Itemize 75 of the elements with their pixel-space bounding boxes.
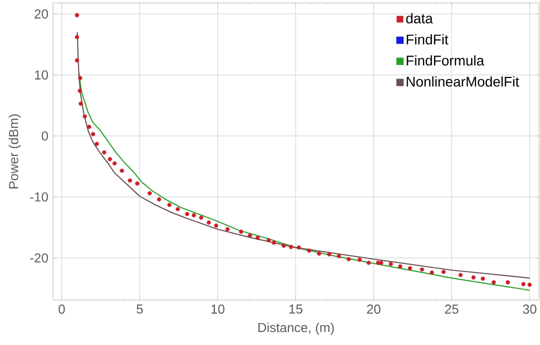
point	[148, 191, 152, 196]
point	[336, 254, 341, 258]
point	[206, 220, 211, 225]
point	[430, 270, 434, 275]
point	[214, 224, 218, 228]
point	[492, 280, 496, 284]
point	[176, 207, 180, 212]
point	[90, 132, 96, 136]
x-tick-label: 10	[211, 304, 224, 314]
x-tick-label: 30	[522, 304, 536, 314]
point	[192, 213, 196, 218]
y-tick-label: -20	[30, 253, 48, 263]
point	[185, 212, 190, 216]
point	[296, 245, 301, 250]
y-axis-title: Power (dBm)	[8, 114, 21, 188]
point	[82, 114, 87, 119]
point	[78, 102, 83, 106]
point	[480, 276, 485, 281]
point	[108, 157, 112, 162]
point	[78, 88, 82, 93]
point	[358, 258, 362, 262]
y-tick-label: 0	[42, 131, 48, 141]
x-axis-title: Distance, (m)	[258, 322, 334, 335]
y-tick-label: -10	[30, 192, 48, 202]
point	[266, 238, 271, 242]
point	[420, 267, 424, 272]
point	[408, 266, 412, 270]
y-tick-label: 20	[34, 9, 48, 19]
point	[506, 280, 510, 284]
point	[74, 13, 80, 18]
point	[458, 272, 463, 278]
point	[225, 227, 230, 232]
point	[366, 260, 371, 265]
point	[388, 262, 393, 266]
point	[376, 260, 380, 265]
point	[256, 236, 260, 240]
x-tick-label: 15	[289, 304, 302, 314]
point	[288, 244, 294, 250]
legend-label: FindFit	[406, 34, 448, 44]
point	[441, 270, 446, 274]
y-tick-label: 10	[34, 70, 48, 80]
x-tick-label: 25	[445, 304, 458, 314]
point	[248, 233, 252, 238]
point	[282, 244, 286, 248]
point	[74, 58, 80, 62]
x-tick-label: 20	[367, 304, 380, 314]
point	[379, 260, 384, 265]
point	[307, 248, 312, 253]
point	[167, 202, 172, 207]
point	[87, 124, 92, 129]
point	[521, 282, 526, 286]
point	[471, 275, 476, 280]
point	[156, 197, 162, 202]
point	[112, 161, 117, 166]
x-tick-label: 5	[136, 304, 143, 314]
legend-label: data	[406, 13, 433, 24]
point	[346, 257, 351, 262]
line-series	[76, 32, 530, 279]
point	[398, 264, 402, 269]
legend-label: FindFormula	[406, 55, 484, 66]
x-tick-label: 0	[58, 304, 65, 314]
point	[272, 240, 276, 245]
point	[74, 35, 80, 40]
legend-label: NonlinearModelFit	[406, 76, 520, 87]
point	[528, 282, 532, 287]
point	[120, 168, 124, 173]
point	[128, 178, 132, 183]
point	[239, 230, 244, 234]
point	[199, 216, 204, 220]
point	[78, 76, 82, 80]
point	[135, 181, 140, 186]
point	[102, 150, 106, 155]
point	[94, 142, 99, 146]
point	[327, 252, 332, 256]
point	[316, 252, 322, 256]
